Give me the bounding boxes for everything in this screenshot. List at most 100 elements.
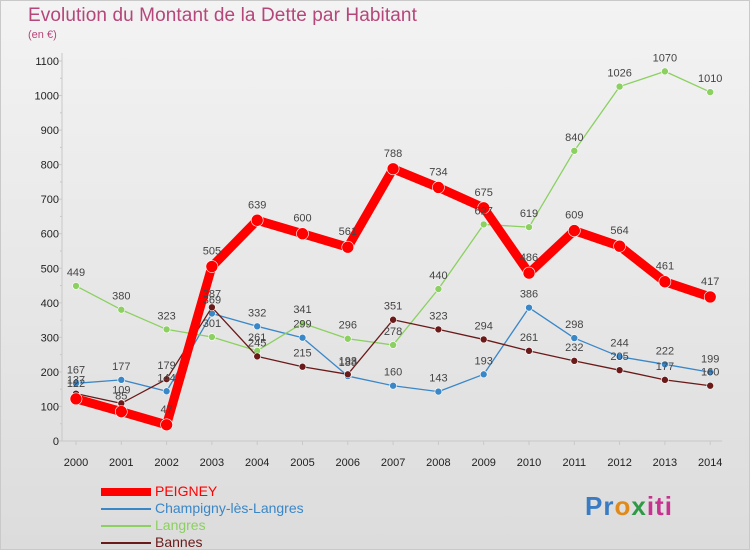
data-label-champigny: 167 xyxy=(67,364,85,376)
data-label-peigney: 85 xyxy=(115,391,127,403)
data-label-champigny: 144 xyxy=(157,372,175,384)
data-point-langres xyxy=(208,333,216,341)
data-point-champigny xyxy=(162,387,171,396)
data-label-bannes: 232 xyxy=(565,342,583,354)
y-tick-label: 1100 xyxy=(35,56,59,68)
data-point-langres xyxy=(72,282,80,290)
x-tick-label: 2006 xyxy=(336,457,360,469)
data-point-champigny xyxy=(525,303,533,312)
data-label-langres: 380 xyxy=(112,291,130,303)
data-label-peigney: 122 xyxy=(67,378,85,390)
data-label-champigny: 332 xyxy=(248,307,266,319)
data-label-bannes: 245 xyxy=(248,337,266,349)
data-label-bannes: 261 xyxy=(520,332,538,344)
data-label-langres: 261 xyxy=(248,332,266,344)
data-point-champigny xyxy=(570,334,579,342)
data-point-peigney xyxy=(250,213,264,227)
data-label-champigny: 244 xyxy=(610,338,628,350)
data-point-langres xyxy=(298,319,307,328)
x-tick-label: 2012 xyxy=(607,457,631,469)
legend-swatch-champigny xyxy=(101,508,151,510)
series-lines xyxy=(69,67,717,432)
data-point-bannes xyxy=(208,303,216,312)
data-label-bannes: 323 xyxy=(429,310,447,322)
legend-label-bannes: Bannes xyxy=(155,534,203,550)
data-point-champigny xyxy=(389,381,397,390)
data-label-bannes: 294 xyxy=(475,320,493,332)
data-label-peigney: 788 xyxy=(384,148,402,160)
data-point-langres xyxy=(479,220,488,229)
x-tick-label: 2013 xyxy=(653,457,677,469)
data-point-bannes xyxy=(389,315,397,324)
data-point-bannes xyxy=(570,357,579,365)
data-label-peigney: 486 xyxy=(520,252,538,264)
chart-title: Evolution du Montant de la Dette par Hab… xyxy=(28,5,417,26)
data-label-champigny: 298 xyxy=(565,319,583,331)
y-unit-label: (en €) xyxy=(28,29,57,41)
data-label-langres: 1010 xyxy=(698,73,722,85)
chart-axes: 0 100 200 300 400 500 600 700 800 900 1000 1100 2000… xyxy=(35,53,722,469)
data-point-langres xyxy=(389,341,397,349)
data-point-peigney xyxy=(296,227,309,241)
x-tick-label: 2010 xyxy=(517,457,541,469)
data-label-peigney: 675 xyxy=(475,187,493,199)
data-label-champigny: 386 xyxy=(520,289,538,301)
legend-swatch-bannes xyxy=(101,542,151,544)
y-tick-label: 300 xyxy=(41,332,59,344)
logo-part-1: Pr xyxy=(585,491,615,521)
data-label-langres: 278 xyxy=(384,326,402,338)
data-label-langres: 1026 xyxy=(607,68,631,80)
data-label-peigney: 47 xyxy=(160,404,172,416)
data-label-champigny: 193 xyxy=(475,355,493,367)
data-point-champigny xyxy=(434,387,443,396)
data-label-peigney: 564 xyxy=(610,225,628,237)
data-point-peigney xyxy=(205,260,219,273)
data-point-peigney xyxy=(69,392,83,406)
x-tick-label: 2005 xyxy=(290,457,314,469)
data-label-bannes: 215 xyxy=(293,348,311,360)
data-label-langres: 840 xyxy=(565,132,583,144)
data-label-langres: 449 xyxy=(67,267,85,279)
y-tick-label: 200 xyxy=(41,367,59,379)
data-point-bannes xyxy=(343,370,352,379)
data-point-champigny xyxy=(253,322,262,331)
data-point-peigney xyxy=(522,266,536,280)
data-label-bannes: 137 xyxy=(67,375,85,387)
data-label-langres: 627 xyxy=(475,205,493,217)
data-label-champigny: 177 xyxy=(112,361,130,373)
data-point-peigney xyxy=(432,181,445,194)
data-point-langres xyxy=(343,334,352,343)
data-label-peigney: 734 xyxy=(429,166,447,178)
data-point-peigney xyxy=(341,240,355,254)
data-label-champigny: 188 xyxy=(339,357,357,369)
data-point-peigney xyxy=(613,239,626,253)
data-label-peigney: 417 xyxy=(701,276,719,288)
x-tick-label: 2003 xyxy=(200,457,224,469)
data-label-bannes: 179 xyxy=(157,360,175,372)
data-label-champigny: 143 xyxy=(429,373,447,385)
x-tick-label: 2014 xyxy=(698,457,722,469)
data-point-champigny xyxy=(615,352,624,361)
data-point-bannes xyxy=(298,362,307,371)
data-label-bannes: 351 xyxy=(384,301,402,313)
data-point-peigney xyxy=(115,405,128,418)
data-label-champigny: 199 xyxy=(701,353,719,365)
x-tick-label: 2008 xyxy=(426,457,450,469)
data-label-champigny: 299 xyxy=(293,319,311,331)
data-label-bannes: 205 xyxy=(610,351,628,363)
data-label-langres: 341 xyxy=(293,304,311,316)
data-label-champigny: 222 xyxy=(656,345,674,357)
data-point-peigney xyxy=(160,418,173,432)
data-point-langres xyxy=(525,223,533,231)
data-label-bannes: 109 xyxy=(112,384,130,396)
data-point-champigny xyxy=(661,360,669,369)
y-tick-label: 100 xyxy=(41,401,59,413)
data-point-langres xyxy=(434,285,443,293)
logo-part-4: iti xyxy=(646,491,673,521)
y-tick-label: 500 xyxy=(41,263,59,275)
legend-label-peigney: PEIGNEY xyxy=(155,483,218,499)
data-point-peigney xyxy=(658,275,672,289)
data-point-bannes xyxy=(706,381,715,390)
data-label-bannes: 160 xyxy=(701,367,719,379)
data-point-champigny xyxy=(72,379,80,388)
